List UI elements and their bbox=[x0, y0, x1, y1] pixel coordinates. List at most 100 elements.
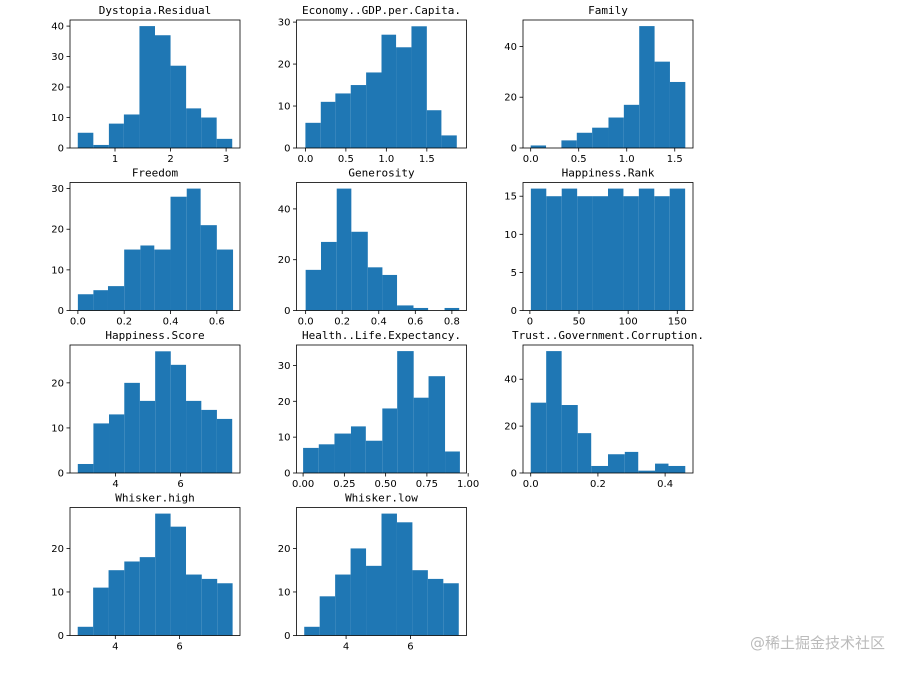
bar bbox=[546, 351, 562, 473]
bar bbox=[382, 274, 398, 311]
bar bbox=[139, 26, 155, 148]
bar bbox=[155, 35, 171, 148]
y-tick-label: 30 bbox=[51, 52, 64, 63]
y-tick-label: 40 bbox=[51, 22, 64, 33]
y-tick-label: 0 bbox=[511, 306, 517, 317]
x-tick-label: 0.2 bbox=[116, 317, 132, 328]
bar bbox=[444, 307, 460, 311]
bar bbox=[335, 93, 351, 148]
bar bbox=[396, 47, 412, 149]
bar bbox=[170, 65, 187, 148]
x-tick-label: 1 bbox=[112, 154, 118, 165]
x-tick-label: 0.50 bbox=[374, 479, 396, 490]
bar bbox=[608, 188, 624, 311]
bar bbox=[561, 405, 578, 473]
bar bbox=[350, 85, 367, 148]
y-tick-label: 40 bbox=[504, 42, 517, 53]
y-tick-label: 10 bbox=[278, 433, 291, 444]
x-tick-label: 3 bbox=[223, 154, 229, 165]
bar bbox=[108, 570, 125, 636]
x-tick-label: 0.0 bbox=[297, 154, 313, 165]
bar bbox=[381, 34, 397, 149]
y-tick-label: 0 bbox=[284, 306, 290, 317]
bar bbox=[367, 267, 383, 311]
bar bbox=[109, 414, 125, 473]
bar bbox=[107, 286, 125, 311]
x-tick-label: 50 bbox=[573, 317, 586, 328]
bar bbox=[591, 465, 608, 473]
y-tick-label: 10 bbox=[51, 265, 64, 276]
x-tick-label: 0 bbox=[527, 317, 533, 328]
y-tick-label: 20 bbox=[51, 225, 64, 236]
bar bbox=[445, 451, 460, 473]
bar bbox=[170, 364, 187, 473]
bar bbox=[623, 104, 640, 148]
x-tick-label: 1.5 bbox=[419, 154, 435, 165]
bar bbox=[93, 290, 108, 311]
y-tick-label: 10 bbox=[51, 113, 64, 124]
bar bbox=[320, 101, 336, 148]
y-tick-label: 30 bbox=[278, 361, 291, 372]
bar bbox=[170, 526, 187, 636]
bar bbox=[366, 72, 382, 148]
x-tick-label: 0.4 bbox=[371, 317, 387, 328]
bar bbox=[382, 408, 398, 473]
bar bbox=[397, 305, 414, 311]
bar bbox=[669, 81, 686, 148]
bar bbox=[412, 570, 428, 636]
bar bbox=[186, 574, 202, 636]
bar bbox=[608, 454, 625, 473]
bar bbox=[108, 123, 124, 148]
panel-title: Whisker.high bbox=[115, 492, 194, 505]
bar bbox=[217, 583, 233, 636]
axes-frame bbox=[69, 182, 241, 311]
bar bbox=[336, 188, 352, 311]
watermark: @稀土掘金技术社区 bbox=[750, 634, 885, 652]
x-tick-label: 1.5 bbox=[667, 154, 683, 165]
bar bbox=[123, 114, 140, 148]
y-tick-label: 15 bbox=[504, 192, 517, 203]
x-tick-label: 2 bbox=[167, 154, 173, 165]
bar bbox=[186, 400, 202, 473]
y-tick-label: 20 bbox=[278, 60, 291, 71]
bar bbox=[139, 400, 156, 473]
bar bbox=[77, 132, 94, 148]
bar bbox=[186, 108, 202, 148]
bar bbox=[443, 583, 459, 636]
axes-frame bbox=[296, 344, 467, 474]
axes-frame bbox=[522, 182, 694, 311]
panel-title: Trust..Government.Corruption. bbox=[512, 329, 704, 342]
x-tick-label: 1.00 bbox=[457, 479, 479, 490]
x-tick-label: 0.5 bbox=[571, 154, 587, 165]
bar bbox=[124, 249, 141, 311]
bar bbox=[200, 225, 217, 311]
panel-title: Whisker.low bbox=[345, 492, 418, 505]
bar bbox=[319, 596, 336, 636]
panel-title: Happiness.Score bbox=[105, 329, 204, 342]
y-tick-label: 0 bbox=[58, 631, 64, 642]
bar bbox=[318, 444, 335, 473]
bar bbox=[305, 122, 321, 148]
panel-title: Economy..GDP.per.Capita. bbox=[302, 4, 461, 17]
y-tick-label: 20 bbox=[51, 544, 64, 555]
bar bbox=[216, 249, 234, 311]
bar bbox=[155, 513, 171, 636]
x-tick-label: 4 bbox=[343, 642, 349, 653]
bar bbox=[201, 578, 218, 636]
bar bbox=[530, 188, 547, 311]
bar bbox=[530, 402, 547, 473]
x-tick-label: 6 bbox=[407, 642, 413, 653]
bar bbox=[381, 513, 397, 636]
bar bbox=[530, 145, 547, 148]
bar bbox=[77, 626, 94, 636]
bar bbox=[216, 418, 233, 473]
axes-frame bbox=[522, 19, 694, 149]
bar bbox=[93, 144, 109, 148]
y-tick-label: 20 bbox=[504, 93, 517, 104]
y-tick-label: 0 bbox=[511, 469, 517, 480]
panel-title: Dystopia.Residual bbox=[99, 4, 212, 17]
y-tick-label: 20 bbox=[51, 83, 64, 94]
x-tick-label: 6 bbox=[176, 642, 182, 653]
axes-frame bbox=[69, 19, 241, 149]
y-tick-label: 20 bbox=[278, 255, 291, 266]
